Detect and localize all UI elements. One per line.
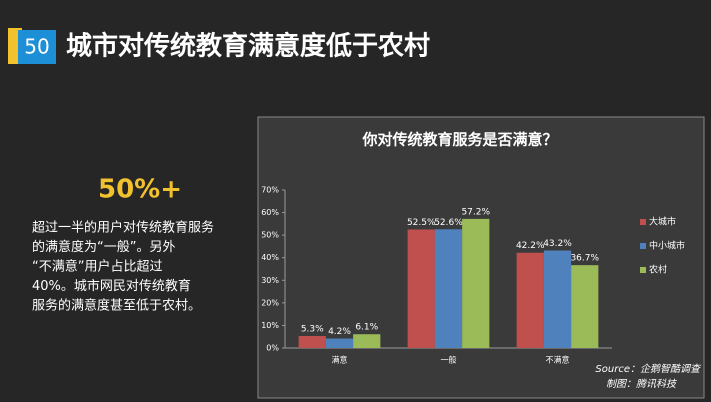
number-box: [18, 30, 56, 64]
bar: [407, 229, 435, 348]
legend-label: 农村: [649, 264, 667, 276]
bar: [353, 334, 381, 348]
legend-label: 中小城市: [649, 240, 685, 252]
value-label: 6.1%: [355, 323, 378, 333]
bar: [298, 336, 326, 348]
body-line: “不满意”用户占比超过: [32, 259, 162, 275]
x-tick-label: 不满意: [546, 355, 570, 365]
body-line: 的满意度为“一般”。另外: [32, 239, 175, 255]
bar: [325, 338, 354, 348]
value-label: 36.7%: [570, 254, 599, 264]
value-label: 43.2%: [543, 239, 572, 249]
x-tick-label: 一般: [441, 355, 457, 365]
body-line: 服务的满意度甚至低于农村。: [32, 298, 201, 314]
highlight: 50%+: [98, 175, 182, 205]
body-line: 超过一半的用户对传统教育服务: [32, 220, 214, 236]
y-tick-label: 30%: [261, 276, 279, 285]
body-line: 40%。城市网民对传统教育: [32, 278, 191, 294]
bar: [516, 252, 544, 348]
value-label: 52.6%: [434, 218, 463, 228]
credit: 制图：腾讯科技: [606, 378, 678, 390]
y-tick-label: 70%: [261, 186, 279, 195]
legend-swatch: [640, 219, 646, 225]
legend-swatch: [640, 267, 646, 273]
slide-number: 50: [24, 35, 49, 59]
value-label: 52.5%: [407, 218, 436, 228]
value-label: 57.2%: [461, 207, 490, 217]
legend-swatch: [640, 243, 646, 249]
y-tick-label: 20%: [261, 298, 279, 307]
value-label: 4.2%: [328, 327, 351, 337]
y-tick-label: 50%: [261, 231, 279, 240]
value-label: 5.3%: [301, 325, 324, 335]
x-tick-label: 满意: [332, 355, 348, 365]
source: Source：企鹅智酷调查: [595, 363, 702, 375]
slide-title: 城市对传统教育满意度低于农村: [66, 31, 430, 62]
y-tick-label: 40%: [261, 253, 279, 262]
bar: [543, 250, 572, 348]
bar: [462, 218, 490, 348]
y-tick-label: 0%: [266, 344, 279, 353]
y-tick-label: 10%: [261, 321, 279, 330]
y-tick-label: 60%: [261, 208, 279, 217]
value-label: 42.2%: [516, 241, 545, 251]
bar: [434, 229, 463, 348]
chart-title: 你对传统教育服务是否满意？: [361, 131, 557, 149]
legend-label: 大城市: [649, 216, 676, 228]
bar: [571, 265, 599, 348]
